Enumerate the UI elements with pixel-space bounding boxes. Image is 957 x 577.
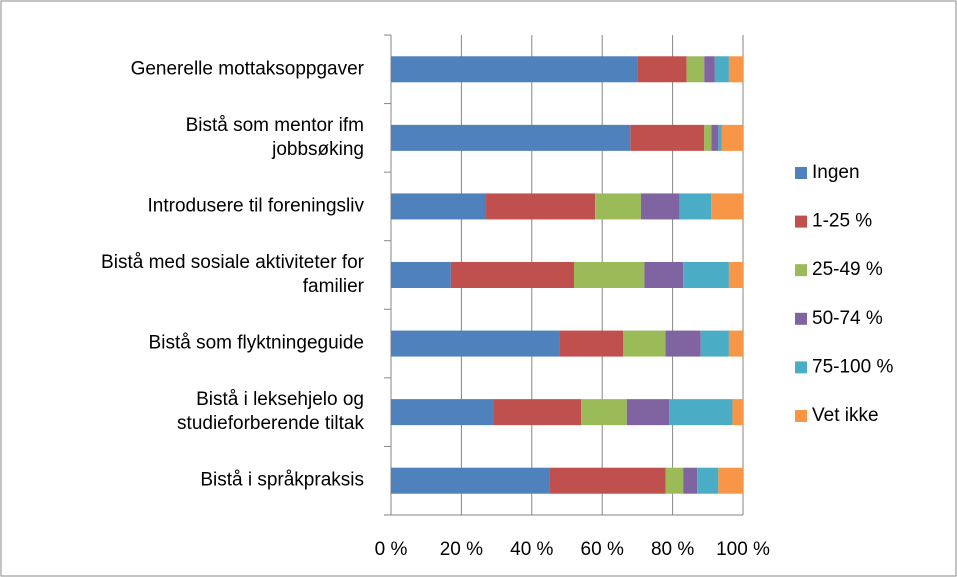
x-tick-label: 40 % (510, 539, 553, 560)
bar-segment (644, 262, 684, 288)
legend-label: 75-100 % (812, 356, 893, 377)
legend-swatch (795, 215, 807, 228)
bar-segment (391, 399, 494, 426)
x-tick-label: 80 % (651, 539, 694, 560)
bar-segment (559, 330, 624, 357)
bar-segment (391, 193, 487, 220)
bar-segment (700, 330, 729, 357)
bar-segment (623, 330, 666, 357)
bar-segment (637, 56, 687, 83)
bar-segment (626, 399, 670, 426)
bar-segment (486, 193, 596, 220)
bar-segment (549, 467, 666, 494)
bar-segment (391, 56, 638, 83)
bar-segment (711, 193, 743, 220)
bar-segment (679, 193, 712, 220)
x-tick-label: 60 % (581, 539, 624, 560)
y-tick-label: Bistå som mentor ifm jobbsøking (186, 115, 364, 160)
bar-segment (697, 467, 719, 494)
bar-segment (391, 330, 560, 357)
bar-segment (686, 56, 705, 83)
bar-segment (718, 124, 722, 151)
bar-segment (728, 330, 743, 357)
bar-segment (669, 399, 733, 426)
legend-swatch (795, 264, 807, 277)
legend-label: Ingen (812, 162, 860, 183)
bar-segment (450, 262, 575, 288)
bar-segment (493, 399, 582, 426)
bar-segment (391, 262, 451, 288)
legend-swatch (795, 167, 807, 179)
bar-segment (711, 124, 719, 151)
bar-segment (721, 124, 743, 151)
y-tick-label: Generelle mottaksoppgaver (131, 58, 365, 79)
bar-segment (391, 467, 550, 494)
bar-segment (704, 124, 712, 151)
bar-segment (574, 262, 645, 288)
bar-segment (683, 262, 729, 288)
legend-label: 25-49 % (812, 259, 883, 280)
y-tick-label: Bistå i språkpraksis (200, 470, 364, 491)
bar-segment (640, 193, 680, 220)
bar-segment (595, 193, 641, 220)
bar-segment (630, 124, 705, 151)
bar-segment (391, 124, 631, 151)
bar-segment (718, 467, 743, 494)
legend-label: Vet ikke (812, 405, 879, 426)
y-tick-label: Bistå som flyktningeguide (149, 333, 364, 354)
bar-segment (704, 56, 715, 83)
bar-segment (728, 56, 743, 83)
legend-swatch (795, 361, 807, 374)
bar-segment (665, 467, 684, 494)
x-tick-label: 20 % (440, 539, 483, 560)
bar-segment (714, 56, 729, 83)
legend-swatch (795, 312, 807, 325)
bar-segment (683, 467, 698, 494)
x-tick-label: 100 % (716, 539, 770, 560)
y-tick-label: Bistå i leksehjelo og studieforberende ti… (177, 389, 364, 434)
legend-swatch (795, 410, 807, 422)
legend-label: 50-74 % (812, 308, 883, 329)
bar-segment (732, 399, 743, 426)
legend-label: 1-25 % (812, 211, 872, 232)
bar-segment (581, 399, 627, 426)
y-tick-label: Introdusere til foreningsliv (148, 195, 365, 216)
bar-segment (665, 330, 701, 357)
y-tick-label: Bistå med sosiale aktiviteter for familie… (101, 252, 365, 297)
bar-segment (728, 262, 743, 288)
x-tick-label: 0 % (375, 539, 408, 560)
